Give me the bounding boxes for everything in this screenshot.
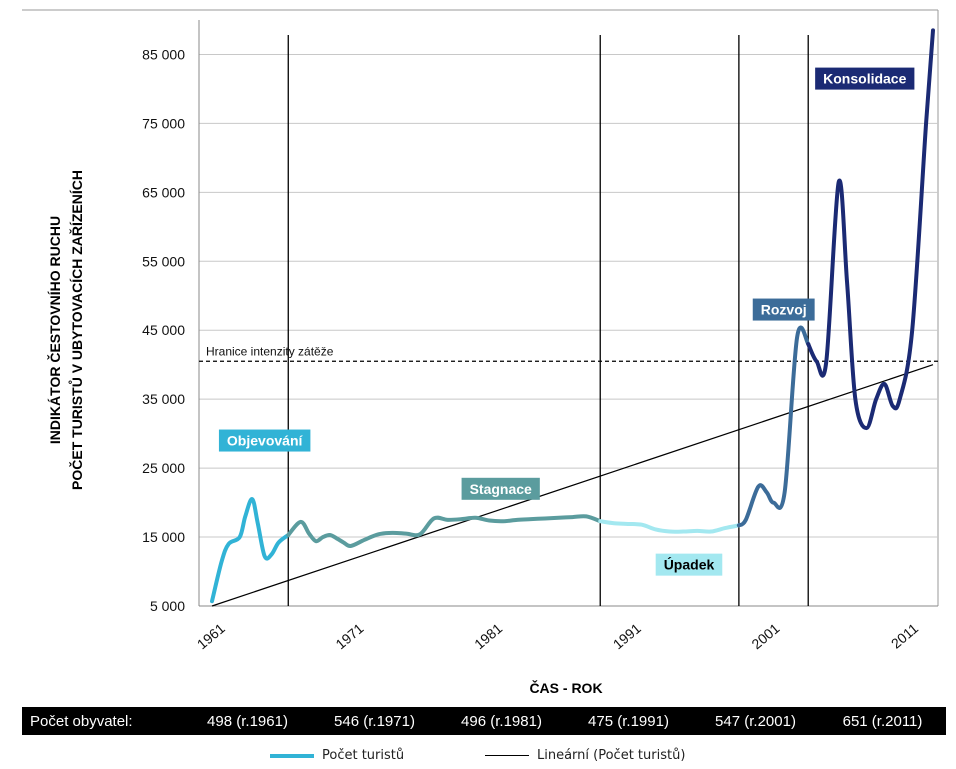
phase-label-text: Objevování	[227, 433, 304, 449]
x-axis-title: ČAS - ROK	[529, 679, 602, 696]
phase-label-box	[815, 67, 915, 90]
chart: Hranice intenzity zátěže 5 000 15 000 25 0…	[22, 9, 939, 696]
y-tick-label: 5 000	[150, 598, 185, 614]
phase-label-box	[461, 477, 540, 500]
legend-swatch-tourists	[270, 753, 314, 758]
phase-label-box	[752, 298, 815, 321]
population-value-1971: 546 (r.1971)	[334, 712, 415, 730]
y-tick-label: 85 000	[142, 46, 185, 62]
phase-dividers: Hranice intenzity zátěže	[199, 35, 938, 606]
y-tick-label: 35 000	[142, 391, 185, 407]
population-value-1981: 496 (r.1981)	[461, 712, 542, 730]
legend-item-tourists: Počet turistů	[270, 748, 404, 763]
y-tick-label: 25 000	[142, 460, 185, 476]
x-tick-label: 1981	[471, 620, 505, 652]
legend: Počet turistů Lineární (Počet turistů)	[270, 748, 770, 766]
trend-line	[211, 364, 934, 607]
series	[210, 28, 935, 607]
phase-labels: Objevování Stagnace Úpadek Rozvoj Konsolidac…	[218, 67, 915, 576]
population-value-2011: 651 (r.2011)	[842, 712, 923, 730]
phase-label-text: Rozvoj	[761, 302, 807, 318]
gridlines	[22, 9, 939, 607]
x-tick-label: 1971	[332, 620, 366, 652]
series-segment-3	[598, 519, 741, 534]
population-value-2001: 547 (r.2001)	[715, 712, 796, 730]
legend-label-tourists: Počet turistů	[322, 748, 405, 763]
series-segment-5	[806, 28, 935, 431]
phase-label-konsolidace: Konsolidace	[815, 67, 915, 90]
population-bar: Počet obyvatel: 498 (r.1961) 546 (r.1971…	[22, 707, 946, 735]
x-tick-label: 1961	[194, 620, 228, 652]
axis-titles: ČAS - ROK INDIKÁTOR ČESTOVNÍHO RUCHU POČ…	[46, 170, 603, 696]
phase-label-box	[218, 429, 311, 452]
x-tick-label: 1991	[610, 620, 644, 652]
legend-swatch-trend	[485, 755, 529, 756]
y-tick-label: 15 000	[142, 529, 185, 545]
y-tick-label: 45 000	[142, 322, 185, 338]
population-value-1991: 475 (r.1991)	[588, 712, 669, 730]
legend-item-trend: Lineární (Počet turistů)	[485, 748, 685, 763]
phase-label-text: Konsolidace	[823, 71, 906, 87]
threshold-label: Hranice intenzity zátěže	[206, 344, 334, 358]
population-value-1961: 498 (r.1961)	[207, 712, 288, 730]
y-tick-label: 75 000	[142, 115, 185, 131]
phase-label-rozvoj: Rozvoj	[752, 298, 815, 321]
series-segment-2	[286, 514, 603, 549]
x-tick-label: 2011	[888, 620, 922, 652]
y-tick-label: 55 000	[142, 253, 185, 269]
x-tick-label: 2001	[748, 620, 782, 652]
series-segment-4	[736, 325, 811, 528]
population-label: Počet obyvatel:	[30, 712, 133, 730]
phase-label-text: Stagnace	[470, 481, 532, 497]
y-axis-title-line1: INDIKÁTOR ČESTOVNÍHO RUCHU	[46, 216, 63, 444]
y-tick-label: 65 000	[142, 184, 185, 200]
phase-label-box	[655, 553, 723, 576]
series-segment-1	[210, 497, 291, 604]
y-axis-title-line2: POČET TURISTŮ V UBYTOVACÍCH ZAŘÍZENÍCH	[67, 170, 85, 490]
phase-label-stagnace: Stagnace	[461, 477, 540, 500]
phase-label-text: Úpadek	[664, 556, 715, 573]
phase-label-objevování: Objevování	[218, 429, 311, 452]
legend-label-trend: Lineární (Počet turistů)	[537, 748, 686, 763]
phase-label-úpadek: Úpadek	[655, 553, 723, 576]
